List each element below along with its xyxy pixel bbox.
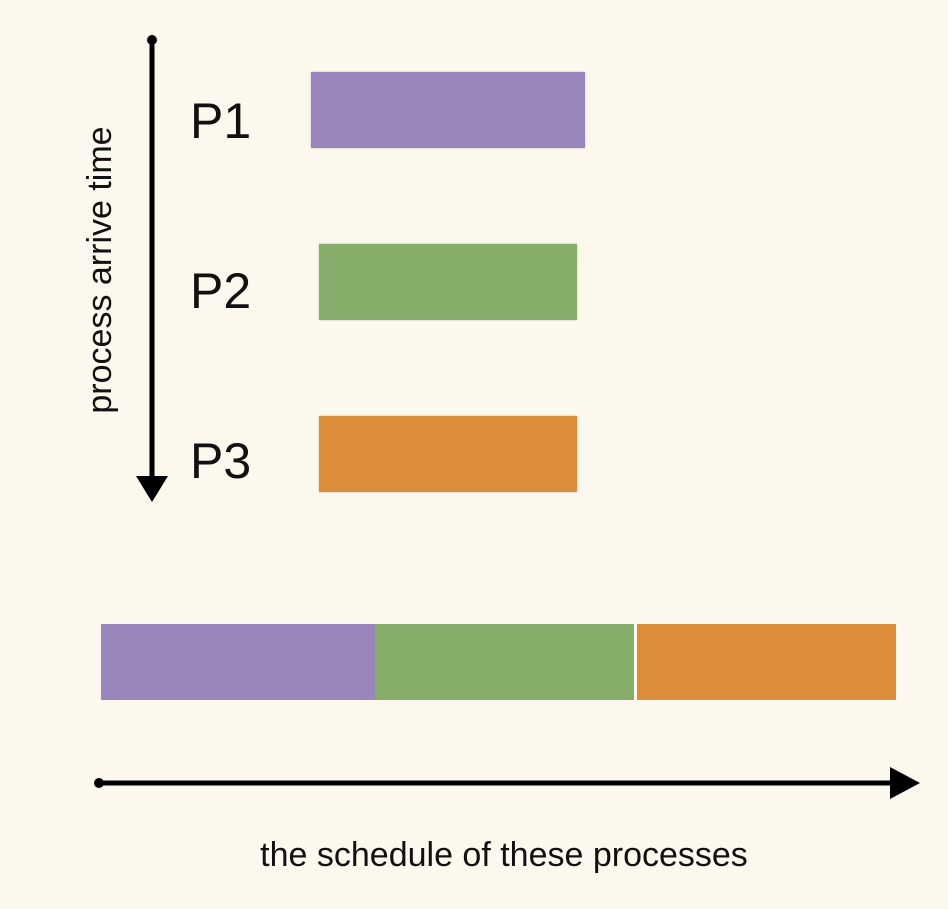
- schedule-segment-p1: [101, 624, 375, 700]
- horizontal-arrow-head: [890, 767, 920, 799]
- vertical-arrow-head: [136, 476, 168, 502]
- process-label-p3: P3: [190, 433, 252, 489]
- process-bar-p2: [319, 244, 577, 320]
- process-label-p1: P1: [190, 93, 252, 149]
- process-bar-p3: [319, 416, 577, 492]
- process-bar-p1: [311, 72, 585, 148]
- process-label-p2: P2: [190, 263, 252, 319]
- vertical-axis-label: process arrive time: [81, 126, 119, 414]
- schedule-segment-p2: [375, 624, 634, 700]
- schedule-segment-p3: [637, 624, 896, 700]
- horizontal-axis-label: the schedule of these processes: [260, 836, 748, 874]
